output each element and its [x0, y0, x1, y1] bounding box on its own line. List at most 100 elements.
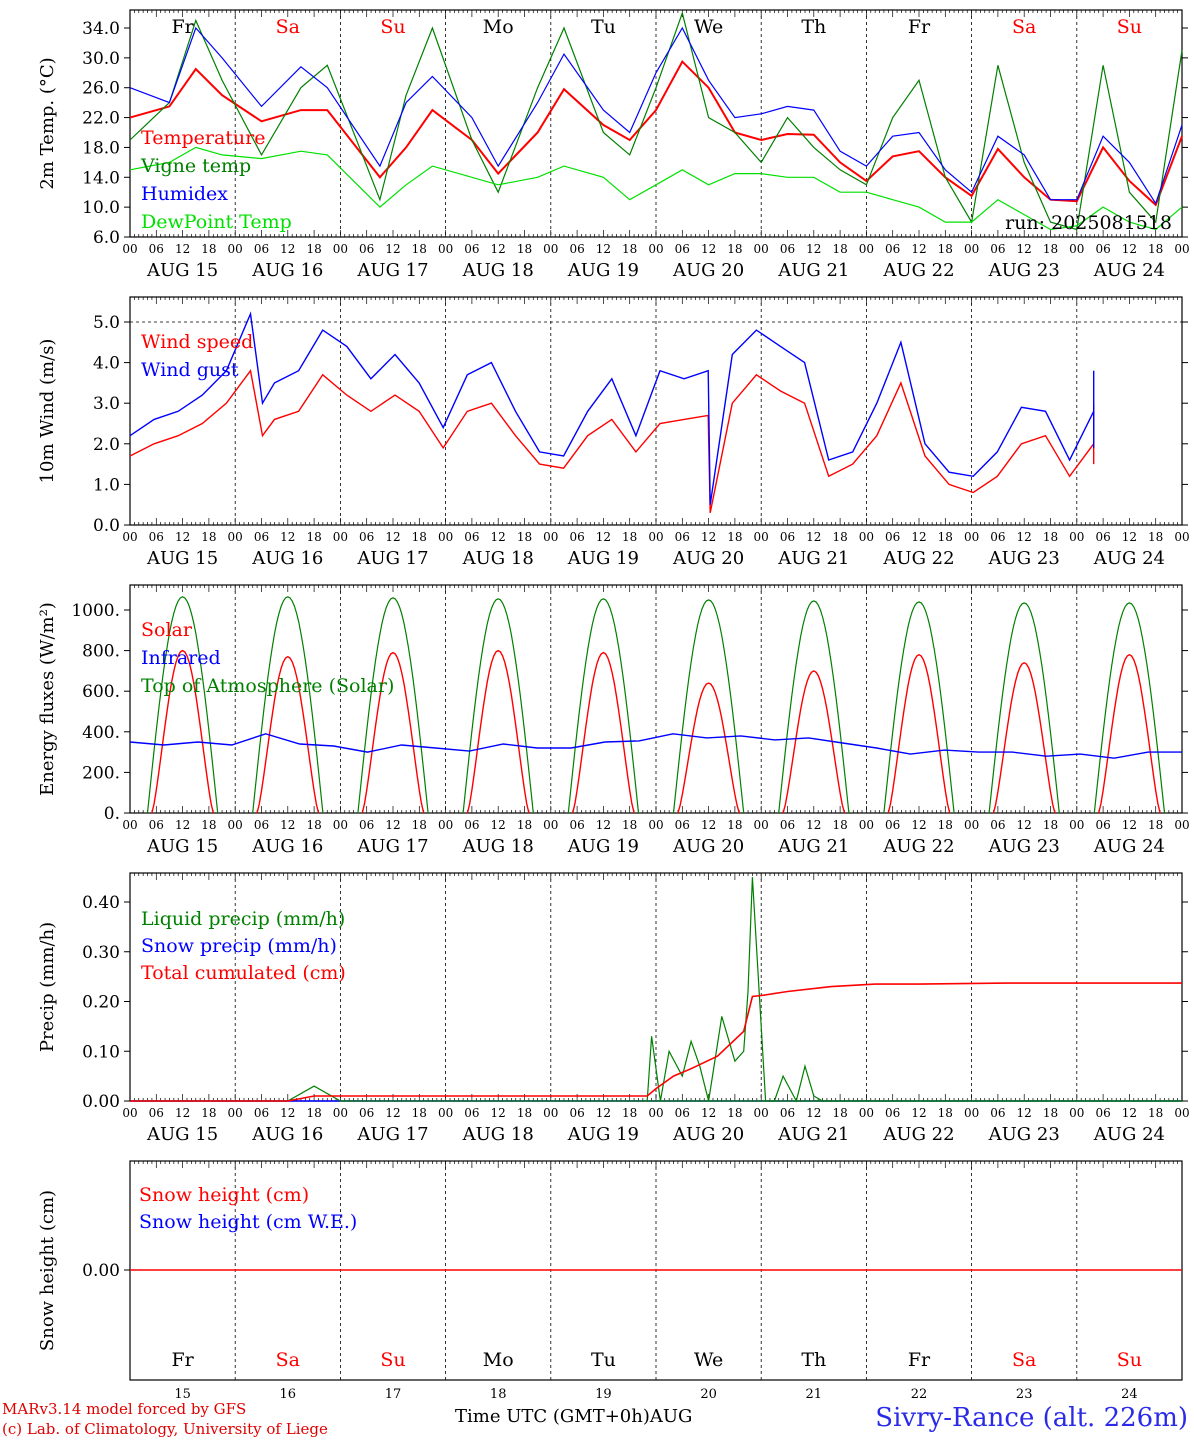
- hour-tick-label: 12: [1122, 530, 1137, 544]
- series-line: [129, 733, 1182, 759]
- hour-tick-label: 06: [569, 1106, 584, 1120]
- hour-tick-label: 00: [859, 1106, 874, 1120]
- y-tick-label: 10.0: [82, 198, 120, 218]
- day-abbr-bottom: Su: [380, 1349, 405, 1371]
- date-label: AUG 19: [567, 836, 639, 857]
- legend-entry: Snow height (cm W.E.): [139, 1211, 357, 1233]
- date-label: AUG 22: [882, 260, 954, 281]
- hour-tick-label: 18: [517, 818, 532, 832]
- date-label: AUG 23: [988, 836, 1060, 857]
- hour-tick-label: 18: [1148, 530, 1163, 544]
- legend-entry: Wind speed: [141, 331, 253, 353]
- day-abbr-top: We: [694, 16, 723, 38]
- y-tick-label: 0.: [104, 804, 120, 824]
- hour-tick-label: 00: [859, 530, 874, 544]
- hour-tick-label: 00: [648, 818, 663, 832]
- hour-tick-label: 06: [1095, 1106, 1110, 1120]
- hour-tick-label: 00: [333, 1106, 348, 1120]
- hour-tick-label: 06: [464, 530, 479, 544]
- hour-tick-label: 00: [228, 530, 243, 544]
- hour-tick-label: 06: [885, 530, 900, 544]
- date-label: AUG 20: [672, 1124, 744, 1145]
- day-number: 18: [490, 1387, 507, 1400]
- day-number: 19: [595, 1387, 612, 1400]
- hour-tick-label: 06: [990, 1106, 1005, 1120]
- series-line: [129, 26, 1183, 205]
- hour-tick-label: 06: [885, 242, 900, 256]
- hour-tick-label: 06: [675, 1106, 690, 1120]
- hour-tick-label: 06: [464, 1106, 479, 1120]
- date-label: AUG 22: [882, 1124, 954, 1145]
- legend-entry: Liquid precip (mm/h): [141, 908, 345, 930]
- hour-tick-label: 12: [806, 242, 821, 256]
- date-label: AUG 23: [988, 548, 1060, 569]
- day-number: 23: [1016, 1387, 1033, 1400]
- hour-tick-label: 18: [201, 818, 216, 832]
- legend-entry: Snow precip (mm/h): [141, 935, 337, 957]
- hour-tick-label: 12: [280, 242, 295, 256]
- hour-tick-label: 00: [964, 1106, 979, 1120]
- day-number: 22: [911, 1387, 928, 1400]
- y-tick-label: 34.0: [82, 19, 120, 39]
- hour-tick-label: 12: [1017, 818, 1032, 832]
- hour-tick-label: 12: [596, 530, 611, 544]
- date-label: AUG 21: [777, 260, 849, 281]
- day-abbr-top: Fr: [908, 16, 931, 38]
- hour-tick-label: 00: [333, 242, 348, 256]
- date-label: AUG 17: [356, 548, 428, 569]
- y-tick-label: 4.0: [93, 354, 120, 374]
- y-axis-label: Precip (mm/h): [37, 922, 58, 1052]
- date-label: AUG 16: [251, 1124, 323, 1145]
- hour-tick-label: 06: [1095, 242, 1110, 256]
- hour-tick-label: 12: [491, 818, 506, 832]
- series-line: [992, 662, 1056, 814]
- day-abbr-top: Sa: [1012, 16, 1036, 38]
- series-line: [129, 368, 1095, 513]
- date-label: AUG 17: [356, 1124, 428, 1145]
- series-line: [129, 311, 1095, 505]
- hour-tick-label: 12: [491, 530, 506, 544]
- hour-tick-label: 06: [254, 818, 269, 832]
- day-abbr-top: Sa: [276, 16, 300, 38]
- date-label: AUG 21: [777, 836, 849, 857]
- legend-entry: Solar: [141, 619, 193, 641]
- y-tick-label: 200.: [82, 763, 120, 783]
- y-tick-label: 5.0: [93, 313, 120, 333]
- legend-entry: Total cumulated (cm): [141, 962, 346, 984]
- hour-tick-label: 00: [648, 1106, 663, 1120]
- hour-tick-label: 12: [175, 530, 190, 544]
- y-tick-label: 0.0: [93, 516, 120, 536]
- hour-tick-label: 06: [780, 530, 795, 544]
- series-line: [146, 596, 219, 814]
- y-tick-label: 600.: [82, 682, 120, 702]
- y-tick-label: 30.0: [82, 49, 120, 69]
- hour-tick-label: 00: [122, 530, 137, 544]
- date-label: AUG 23: [988, 1124, 1060, 1145]
- date-label: AUG 24: [1093, 548, 1165, 569]
- legend-entry: Infrared: [141, 647, 221, 669]
- y-axis-label: Snow height (cm): [37, 1190, 58, 1351]
- hour-tick-label: 12: [806, 1106, 821, 1120]
- date-label: AUG 16: [251, 260, 323, 281]
- y-tick-label: 1000.: [71, 601, 120, 621]
- hour-tick-label: 12: [596, 1106, 611, 1120]
- hour-tick-label: 00: [754, 242, 769, 256]
- series-line: [567, 598, 640, 814]
- hour-tick-label: 00: [964, 242, 979, 256]
- hour-tick-label: 00: [1069, 242, 1084, 256]
- series-line: [129, 146, 1183, 231]
- series-line: [883, 601, 955, 814]
- day-abbr-bottom: We: [694, 1349, 723, 1371]
- date-label: AUG 19: [567, 260, 639, 281]
- date-label: AUG 18: [462, 1124, 534, 1145]
- series-line: [466, 649, 530, 814]
- hour-tick-label: 00: [754, 1106, 769, 1120]
- date-label: AUG 23: [988, 260, 1060, 281]
- hour-tick-label: 12: [701, 242, 716, 256]
- hour-tick-label: 18: [517, 530, 532, 544]
- date-label: AUG 24: [1093, 836, 1165, 857]
- y-tick-label: 0.00: [82, 1092, 120, 1112]
- date-label: AUG 24: [1093, 1124, 1165, 1145]
- series-line: [672, 599, 745, 814]
- y-tick-label: 0.30: [82, 943, 120, 963]
